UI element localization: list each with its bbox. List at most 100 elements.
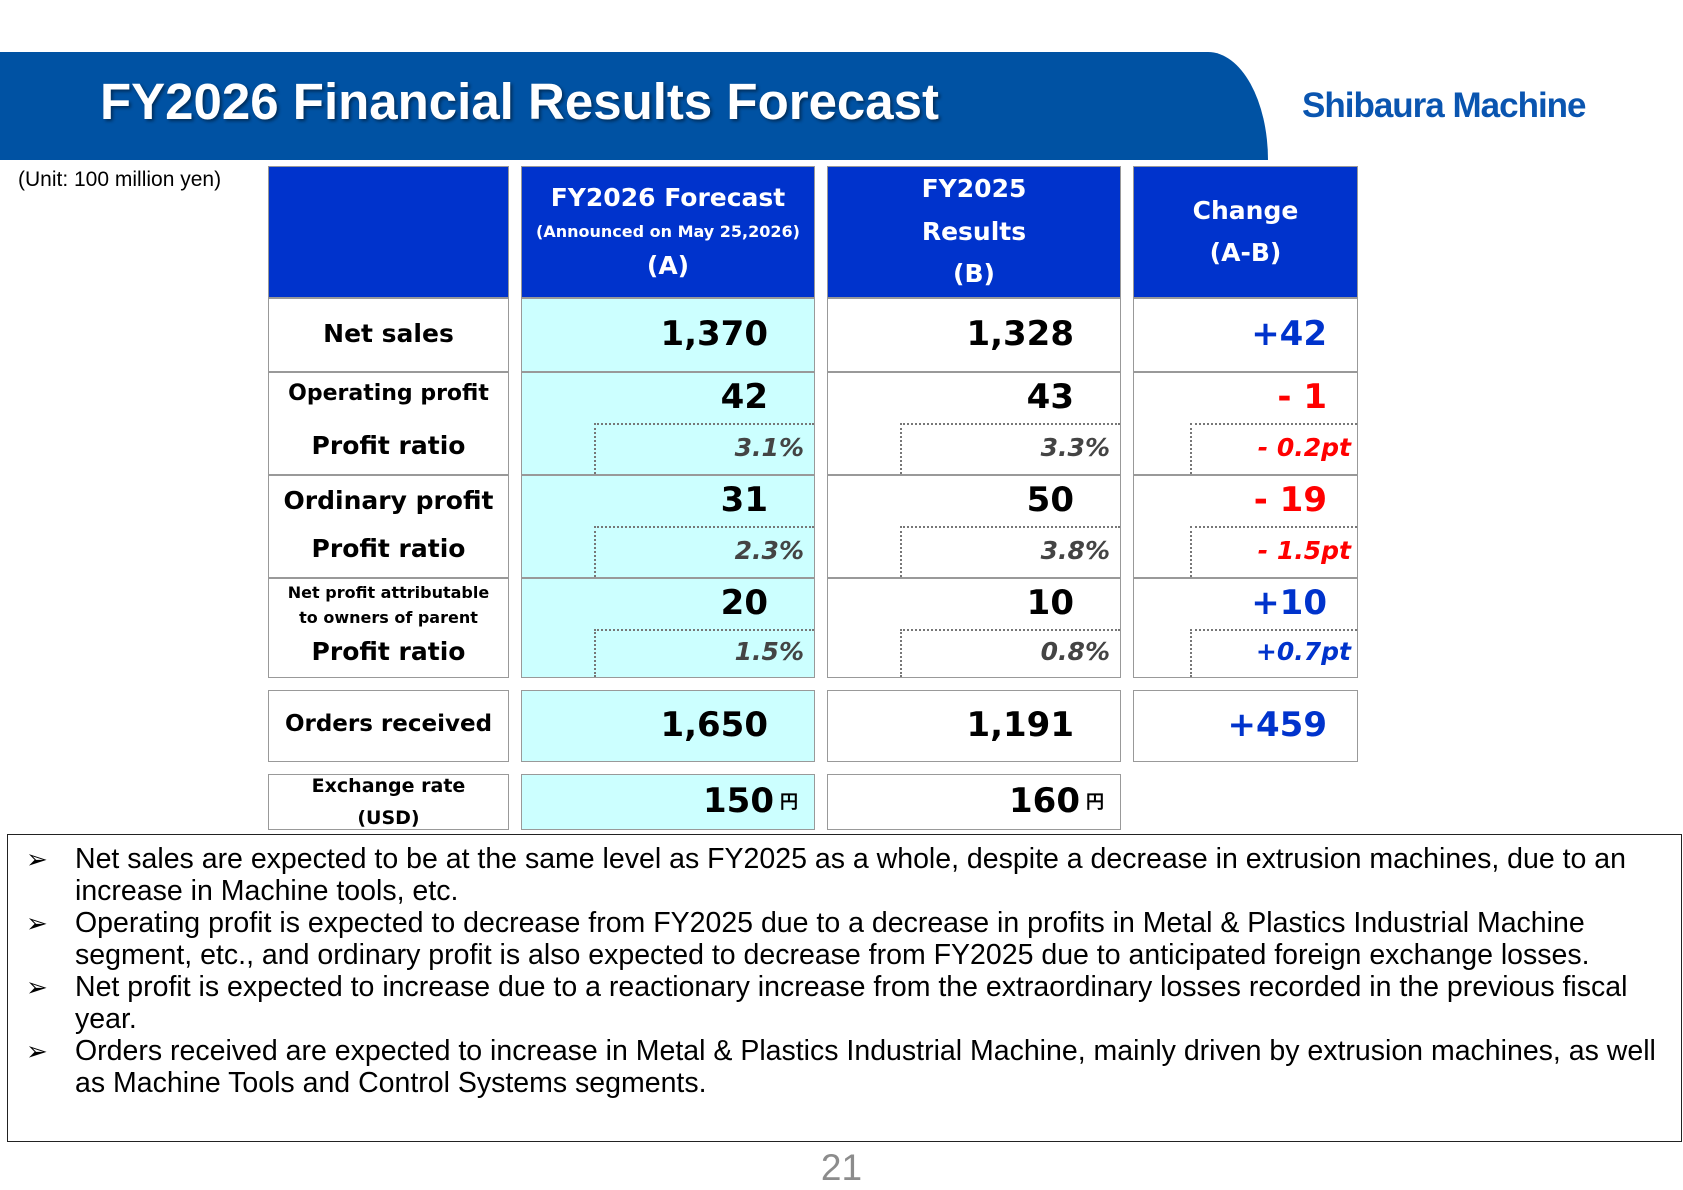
orders-label-cell: Orders received bbox=[268, 690, 509, 762]
note-text: Orders received are expected to increase… bbox=[75, 1035, 1656, 1099]
yen-symbol: 円 bbox=[1086, 792, 1104, 813]
forecast-net-profit-value: 20 bbox=[720, 583, 768, 623]
unit-note: (Unit: 100 million yen) bbox=[18, 168, 222, 191]
change-net-sales-value: +42 bbox=[1251, 314, 1327, 354]
arrow-bullet-icon: ➢ bbox=[26, 972, 48, 1002]
forecast-net-sales-cell: 1,370 bbox=[521, 298, 815, 372]
forecast-exchange-number: 150 bbox=[703, 781, 774, 821]
change-orders-value: +459 bbox=[1227, 705, 1327, 745]
title-banner bbox=[0, 52, 1268, 160]
ordinary-profit-label: Ordinary profit bbox=[283, 486, 494, 515]
forecast-orders-cell: 1,650 bbox=[521, 690, 815, 762]
forecast-header-line2: (Announced on May 25,2026) bbox=[536, 222, 800, 242]
results-net-profit-cell: 10 0.8% bbox=[827, 578, 1121, 678]
page-title: FY2026 Financial Results Forecast bbox=[100, 73, 940, 130]
change-ordinary-profit-value: - 19 bbox=[1253, 480, 1327, 520]
note-item: ➢ Operating profit is expected to decrea… bbox=[26, 907, 1671, 971]
forecast-net-ratio-box: 1.5% bbox=[594, 629, 814, 677]
forecast-net-sales-value: 1,370 bbox=[660, 314, 768, 354]
results-operating-profit-cell: 43 3.3% bbox=[827, 372, 1121, 475]
forecast-operating-ratio-box: 3.1% bbox=[594, 423, 814, 474]
change-ordinary-ratio-box: - 1.5pt bbox=[1190, 526, 1357, 577]
ordinary-profit-label-cell: Ordinary profit Profit ratio bbox=[268, 475, 509, 578]
label-column-header bbox=[268, 166, 509, 298]
change-orders-cell: +459 bbox=[1133, 690, 1358, 762]
change-operating-ratio: - 0.2pt bbox=[1257, 433, 1351, 462]
forecast-ordinary-ratio-box: 2.3% bbox=[594, 526, 814, 577]
change-operating-profit-value: - 1 bbox=[1277, 377, 1327, 417]
forecast-column-header: FY2026 Forecast (Announced on May 25,202… bbox=[521, 166, 815, 298]
results-header-line3: (B) bbox=[953, 259, 995, 289]
change-ordinary-ratio: - 1.5pt bbox=[1257, 536, 1351, 565]
change-column-header: Change (A-B) bbox=[1133, 166, 1358, 298]
results-net-ratio-box: 0.8% bbox=[900, 629, 1120, 677]
change-header-line2: (A-B) bbox=[1209, 238, 1282, 267]
results-orders-value: 1,191 bbox=[966, 705, 1074, 745]
change-net-profit-cell: +10 +0.7pt bbox=[1133, 578, 1358, 678]
forecast-operating-ratio: 3.1% bbox=[734, 433, 804, 462]
results-ordinary-profit-cell: 50 3.8% bbox=[827, 475, 1121, 578]
results-column-header: FY2025 Results (B) bbox=[827, 166, 1121, 298]
results-operating-ratio-box: 3.3% bbox=[900, 423, 1120, 474]
net-profit-label-line1: Net profit attributable bbox=[287, 583, 490, 602]
operating-profit-label-cell: Operating profit Profit ratio bbox=[268, 372, 509, 475]
change-operating-profit-cell: - 1 - 0.2pt bbox=[1133, 372, 1358, 475]
results-net-sales-value: 1,328 bbox=[966, 314, 1074, 354]
results-header-line2: Results bbox=[921, 216, 1027, 246]
exchange-label-line1: Exchange rate bbox=[311, 775, 466, 797]
results-exchange-value: 160 円 bbox=[1009, 781, 1104, 821]
net-profit-label-line2: to owners of parent bbox=[299, 608, 478, 627]
arrow-bullet-icon: ➢ bbox=[26, 908, 48, 938]
change-operating-ratio-box: - 0.2pt bbox=[1190, 423, 1357, 474]
forecast-ordinary-ratio: 2.3% bbox=[734, 536, 804, 565]
results-orders-cell: 1,191 bbox=[827, 690, 1121, 762]
results-header-line1: FY2025 bbox=[921, 174, 1027, 204]
change-net-ratio: +0.7pt bbox=[1255, 637, 1351, 666]
operating-profit-ratio-label: Profit ratio bbox=[311, 431, 466, 460]
forecast-ordinary-profit-value: 31 bbox=[720, 480, 768, 520]
change-net-sales-cell: +42 bbox=[1133, 298, 1358, 372]
notes-box: ➢ Net sales are expected to be at the sa… bbox=[7, 834, 1682, 1142]
forecast-exchange-cell: 150 円 bbox=[521, 774, 815, 830]
arrow-bullet-icon: ➢ bbox=[26, 1036, 48, 1066]
orders-label: Orders received bbox=[284, 711, 493, 737]
change-net-profit-value: +10 bbox=[1251, 583, 1327, 623]
forecast-net-profit-cell: 20 1.5% bbox=[521, 578, 815, 678]
results-net-sales-cell: 1,328 bbox=[827, 298, 1121, 372]
results-ordinary-profit-value: 50 bbox=[1026, 480, 1074, 520]
change-net-ratio-box: +0.7pt bbox=[1190, 629, 1357, 677]
forecast-net-ratio: 1.5% bbox=[734, 637, 804, 666]
results-exchange-cell: 160 円 bbox=[827, 774, 1121, 830]
net-profit-label-cell: Net profit attributable to owners of par… bbox=[268, 578, 509, 678]
results-net-profit-value: 10 bbox=[1026, 583, 1074, 623]
forecast-exchange-value: 150 円 bbox=[703, 781, 798, 821]
forecast-header-line1: FY2026 Forecast bbox=[550, 182, 786, 212]
forecast-orders-value: 1,650 bbox=[660, 705, 768, 745]
results-ordinary-ratio-box: 3.8% bbox=[900, 526, 1120, 577]
change-ordinary-profit-cell: - 19 - 1.5pt bbox=[1133, 475, 1358, 578]
results-operating-profit-value: 43 bbox=[1026, 377, 1074, 417]
note-item: ➢ Net profit is expected to increase due… bbox=[26, 971, 1671, 1035]
net-profit-ratio-label: Profit ratio bbox=[311, 637, 466, 666]
note-item: ➢ Orders received are expected to increa… bbox=[26, 1035, 1671, 1099]
net-sales-label-cell: Net sales bbox=[268, 298, 509, 372]
results-operating-ratio: 3.3% bbox=[1040, 433, 1110, 462]
exchange-label-line2: (USD) bbox=[357, 807, 420, 829]
results-exchange-number: 160 bbox=[1009, 781, 1080, 821]
change-header-line1: Change bbox=[1192, 195, 1299, 225]
note-item: ➢ Net sales are expected to be at the sa… bbox=[26, 843, 1671, 907]
note-text: Net profit is expected to increase due t… bbox=[75, 971, 1628, 1035]
results-net-ratio: 0.8% bbox=[1040, 637, 1110, 666]
page-number: 21 bbox=[820, 1147, 863, 1188]
arrow-bullet-icon: ➢ bbox=[26, 844, 48, 874]
forecast-operating-profit-cell: 42 3.1% bbox=[521, 372, 815, 475]
results-ordinary-ratio: 3.8% bbox=[1040, 536, 1110, 565]
net-sales-label: Net sales bbox=[323, 319, 454, 348]
operating-profit-label: Operating profit bbox=[288, 381, 489, 406]
forecast-ordinary-profit-cell: 31 2.3% bbox=[521, 475, 815, 578]
forecast-header-line3: (A) bbox=[646, 250, 690, 280]
forecast-operating-profit-value: 42 bbox=[720, 377, 768, 417]
note-text: Net sales are expected to be at the same… bbox=[75, 843, 1627, 907]
exchange-label-cell: Exchange rate (USD) bbox=[268, 774, 509, 830]
note-text: Operating profit is expected to decrease… bbox=[75, 907, 1590, 971]
